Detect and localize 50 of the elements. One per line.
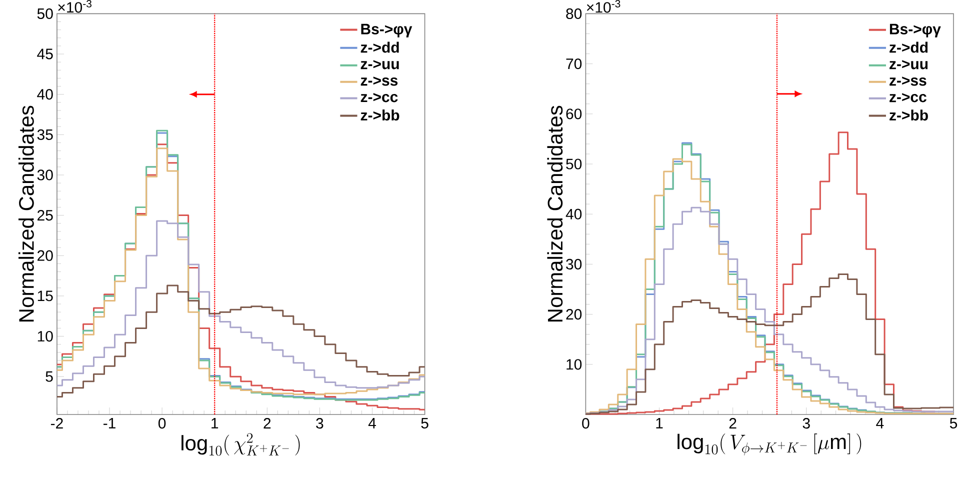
x-tick-label: -2	[50, 418, 63, 428]
legend-label: z->ss	[360, 76, 398, 86]
y-tick-label: 50	[566, 158, 582, 170]
x-tick-label: 1	[212, 418, 218, 428]
y-tick-label: 80	[566, 8, 582, 19]
y-tick-label: 60	[566, 108, 582, 119]
y-axis-title: Normalized Candidates	[18, 106, 34, 322]
y-tick-label: 35	[37, 129, 53, 140]
y-tick-label: 30	[566, 258, 582, 270]
legend-label: z->bb	[360, 109, 400, 120]
legend-label: z->uu	[360, 60, 399, 69]
text: ×10$^{-3}$	[586, 0, 620, 12]
y-tick-label: 10	[38, 330, 53, 342]
x-tick-label: 3	[802, 418, 810, 428]
text: ×10$^{-3}$	[58, 0, 92, 12]
x-tick-label: 2	[264, 418, 271, 428]
x-tick-label: 5	[950, 418, 958, 428]
x-tick-label: 2	[729, 418, 736, 428]
x-tick-label: 0	[582, 418, 590, 428]
y-tick-label: 40	[566, 208, 582, 220]
x-tick-label: 4	[368, 418, 376, 428]
y-tick-label: 15	[38, 290, 53, 301]
legend-label: Bs->φγ	[361, 24, 412, 38]
x-tick-label: 5	[421, 418, 428, 428]
legend-label: z->cc	[360, 92, 398, 102]
legend-label: z->dd	[890, 42, 928, 53]
y-tick-label: 70	[566, 58, 582, 69]
legend-label: Bs->φγ	[890, 24, 941, 38]
x-tick-label: 3	[316, 418, 324, 428]
y-axis-title: Normalized Candidates	[547, 106, 563, 322]
legend-label: z->bb	[890, 109, 928, 120]
y-tick-label: 50	[37, 8, 53, 19]
y-tick-label: 30	[37, 169, 53, 180]
y-tick-label: 45	[37, 48, 53, 60]
y-tick-label: 20	[38, 250, 53, 261]
x-tick-label: 4	[876, 418, 884, 428]
legend-label: z->cc	[890, 92, 926, 102]
legend-label: z->uu	[890, 60, 928, 70]
y-tick-label: 40	[37, 88, 53, 100]
x-tick-label: 0	[158, 418, 166, 428]
y-tick-label: 5	[46, 371, 53, 382]
x-axis-title: $\mathrm{log}_{10}(\,V_{\phi\to K^{+}K^{-}}\,[\mu\mathrm{m}]\,)$	[678, 433, 862, 456]
x-tick-label: -1	[104, 418, 116, 428]
x-tick-label: 1	[656, 418, 663, 428]
x-axis-title: $\mathrm{log}_{10}(\,\chi^{2}_{K^{+}K^{-}}\,)$	[182, 432, 300, 456]
y-tick-label: 25	[38, 210, 53, 220]
y-tick-label: 10	[566, 358, 582, 370]
y-tick-label: 20	[566, 308, 582, 320]
legend-label: z->ss	[890, 76, 926, 86]
legend-label: z->dd	[360, 41, 399, 52]
